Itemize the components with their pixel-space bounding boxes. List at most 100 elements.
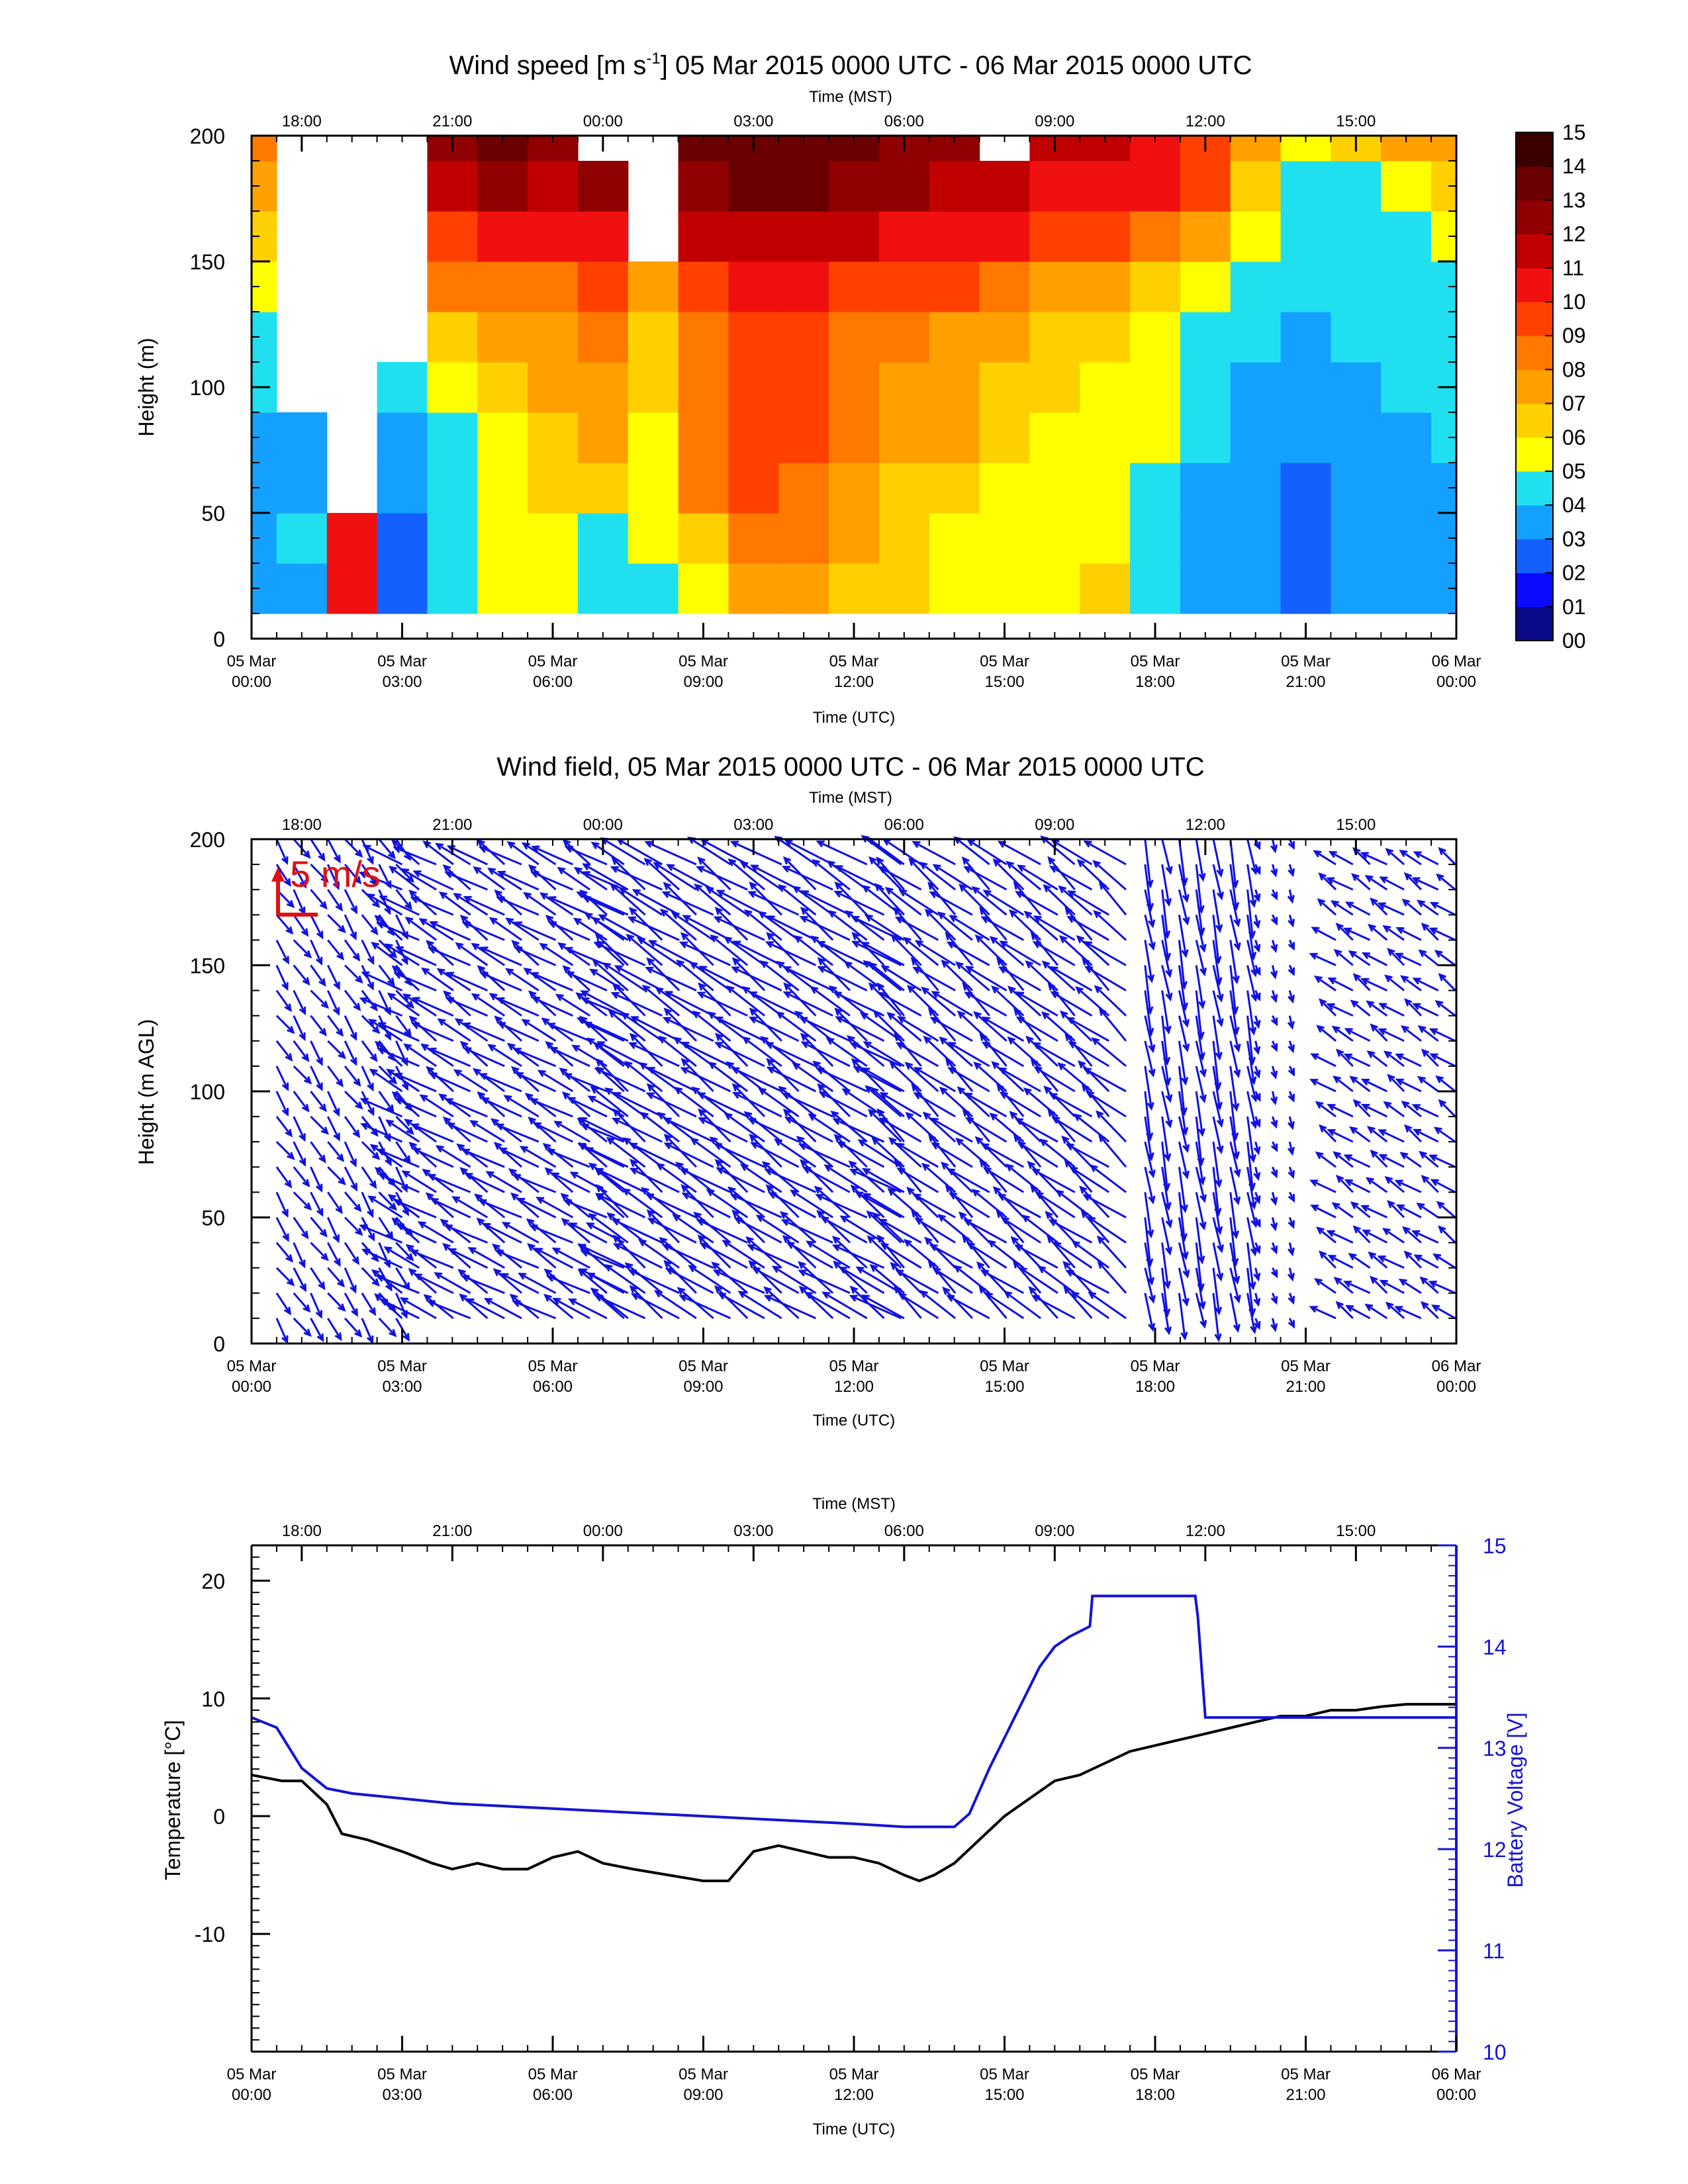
wind-vector-head — [319, 1103, 327, 1113]
wind-vector-head — [773, 1138, 782, 1146]
wind-speed-cell — [1180, 312, 1231, 363]
wind-vector-head — [1065, 1269, 1074, 1277]
wind-vector — [1082, 958, 1110, 991]
wind-vector-head — [1000, 1216, 1009, 1225]
wind-vector-head — [1197, 1052, 1206, 1061]
wind-vector — [480, 846, 522, 866]
wind-speed-cell — [829, 161, 880, 212]
wind-vector — [528, 1117, 557, 1143]
temp-utc-tick-day: 05 Mar — [829, 2066, 879, 2083]
wind-vector-head — [1413, 851, 1422, 858]
wind-vector — [367, 893, 403, 916]
wind-vector — [813, 1061, 851, 1093]
wind-vector-head — [946, 1295, 955, 1302]
wind-vector — [1439, 974, 1456, 991]
wind-vector-head — [355, 1101, 363, 1110]
wind-field-y-tick-label: 50 — [201, 1206, 225, 1230]
wind-vector-head — [545, 1275, 555, 1282]
wind-vector-head — [1162, 1183, 1171, 1192]
colorbar-tick-label: 04 — [1562, 493, 1586, 517]
wind-field-utc-tick-time: 09:00 — [683, 1378, 723, 1396]
wind-speed-cell — [678, 261, 729, 312]
wind-vector — [362, 972, 403, 991]
wind-vector — [532, 871, 573, 891]
wind-vector — [1352, 874, 1371, 891]
wind-vector — [980, 1160, 1008, 1193]
wind-vector-head — [1180, 1233, 1188, 1242]
wind-vector-head — [622, 1137, 632, 1145]
wind-vector — [974, 1011, 1008, 1042]
wind-vector-head — [1360, 1205, 1370, 1212]
wind-vector — [1403, 1226, 1422, 1244]
wind-vector-head — [417, 1221, 426, 1229]
wind-vector — [1051, 966, 1093, 991]
wind-vector — [455, 1019, 489, 1042]
wind-vector — [1212, 864, 1223, 899]
wind-vector — [1380, 1003, 1405, 1017]
wind-vector — [982, 1017, 1025, 1042]
wind-vector-head — [1350, 1201, 1359, 1210]
wind-speed-cell — [778, 161, 829, 212]
wind-vector-head — [861, 1067, 870, 1075]
wind-vector-head — [1411, 877, 1421, 884]
wind-speed-cell — [979, 161, 1031, 212]
wind-vector-head — [1250, 1093, 1258, 1103]
wind-vector-head — [375, 921, 385, 929]
wind-vector-head — [461, 1022, 471, 1030]
wind-vector-head — [1362, 1229, 1371, 1237]
wind-vector — [1431, 1179, 1456, 1193]
wind-vector-head — [1147, 974, 1155, 983]
wind-vector — [663, 1244, 714, 1269]
wind-vector-head — [586, 1037, 595, 1046]
wind-vector-head — [1403, 1250, 1412, 1259]
voltage-tick-label: 13 — [1483, 1737, 1507, 1760]
wind-vector-head — [1199, 1221, 1207, 1231]
wind-vector-head — [759, 1036, 769, 1044]
wind-speed-cell — [878, 211, 930, 262]
wind-vector — [1419, 1151, 1439, 1168]
wind-vector-head — [459, 1040, 469, 1049]
wind-vector-head — [1004, 1291, 1013, 1298]
wind-vector-head — [539, 942, 548, 950]
wind-vector-head — [1270, 1296, 1278, 1305]
wind-vector — [732, 1210, 766, 1244]
wind-vector-head — [851, 940, 861, 948]
wind-vector — [881, 1243, 922, 1269]
wind-vector-head — [1253, 1118, 1261, 1128]
wind-speed-cell — [628, 261, 679, 312]
wind-vector — [1064, 1287, 1093, 1319]
wind-vector-head — [1165, 1219, 1173, 1229]
wind-vector-head — [898, 889, 908, 897]
wind-vector-head — [444, 871, 453, 879]
wind-vector-head — [384, 943, 393, 951]
wind-vector — [409, 1269, 438, 1294]
wind-vector — [1430, 1154, 1456, 1168]
wind-vector — [361, 1015, 380, 1033]
wind-vector — [1438, 848, 1456, 866]
wind-speed-cell — [276, 412, 328, 463]
wind-vector — [515, 921, 557, 941]
wind-vector-head — [1326, 877, 1335, 884]
wind-vector-head — [1419, 1150, 1427, 1159]
wind-vector-head — [923, 1035, 931, 1044]
wind-vector-head — [1434, 950, 1443, 958]
wind-vector-head — [848, 1160, 857, 1169]
wind-vector-head — [477, 1091, 485, 1100]
wind-vector-head — [1076, 935, 1085, 944]
wind-vector — [1229, 940, 1238, 983]
wind-vector-head — [846, 1035, 855, 1044]
wind-vector — [1161, 864, 1170, 905]
wind-vector-head — [697, 856, 706, 865]
wind-vector — [310, 1267, 325, 1289]
wind-vector — [664, 1017, 714, 1042]
wind-vector-head — [645, 966, 654, 974]
wind-vector — [1370, 898, 1388, 916]
wind-vector — [496, 1124, 539, 1143]
wind-vector — [1144, 1166, 1154, 1203]
wind-vector-head — [1164, 1326, 1172, 1336]
wind-vector-head — [545, 915, 554, 923]
wind-vector-head — [628, 1142, 638, 1150]
wind-vector — [1315, 1278, 1336, 1295]
wind-vector-head — [1197, 1128, 1205, 1137]
